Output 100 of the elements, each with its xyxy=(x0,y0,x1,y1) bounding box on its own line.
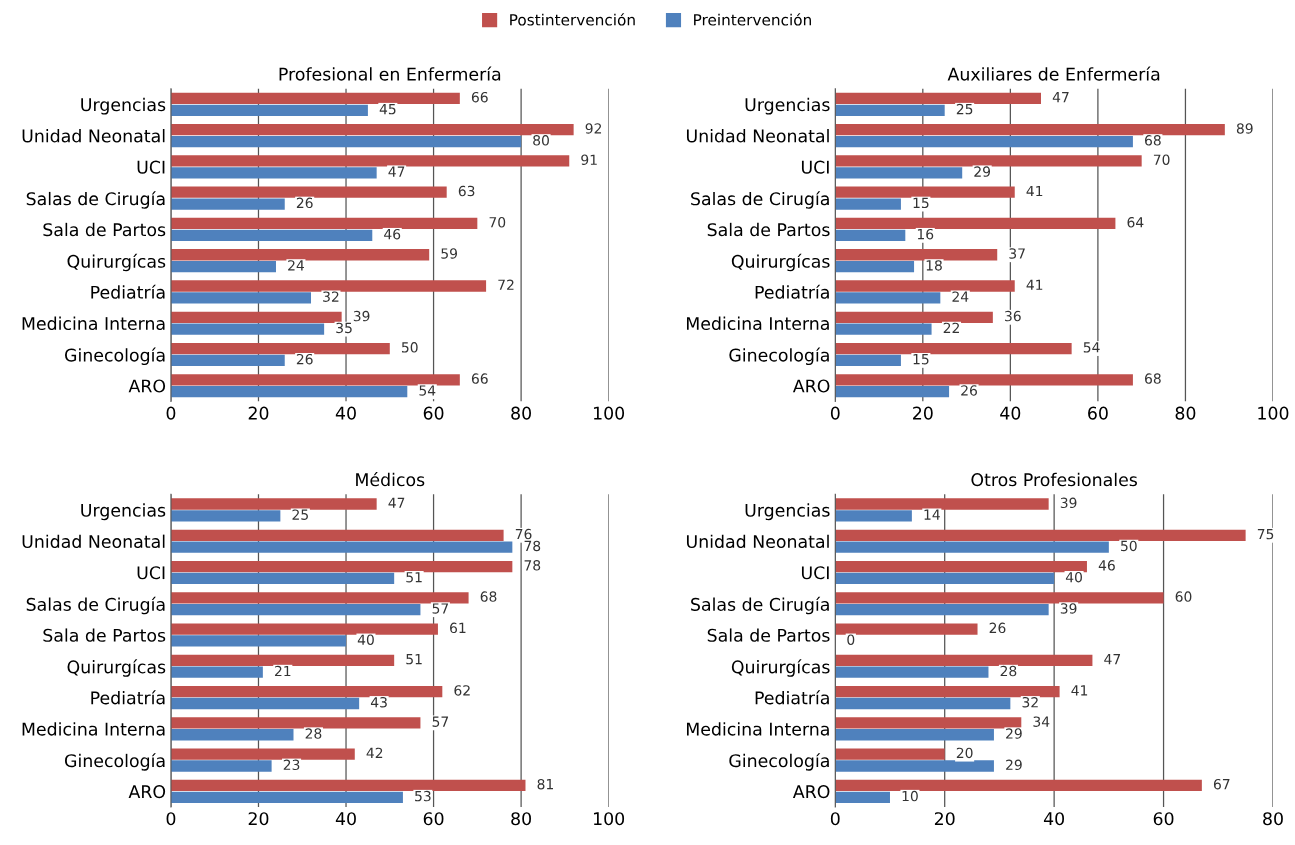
data-label: 47 xyxy=(1104,654,1121,665)
bar xyxy=(170,374,460,386)
y-tick-label: Medicina Interna xyxy=(22,722,165,736)
data-label: 26 xyxy=(296,353,313,365)
y-tick-label: Unidad Neonatal xyxy=(22,534,165,549)
y-tick-label: Ginecología xyxy=(64,347,165,366)
x-tick-label: 60 xyxy=(1088,406,1108,420)
y-tick-label: Quirurgícas xyxy=(731,659,830,677)
data-label: 28 xyxy=(305,728,322,739)
data-label: 37 xyxy=(1009,248,1025,259)
y-tick-label: Salas de Cirugía xyxy=(691,596,829,615)
bar xyxy=(170,167,377,179)
x-tick-label: 40 xyxy=(1043,812,1065,826)
bar xyxy=(835,791,890,803)
bar xyxy=(170,386,408,398)
y-tick-label: Quirurgícas xyxy=(67,659,166,677)
data-label: 68 xyxy=(480,591,497,602)
bar xyxy=(835,155,1142,167)
data-label: 15 xyxy=(913,354,929,365)
legend-label: Preintervención xyxy=(694,13,811,26)
data-label: 68 xyxy=(1145,373,1161,384)
data-label: 18 xyxy=(926,260,942,271)
bar xyxy=(835,623,978,635)
data-label: 20 xyxy=(956,747,973,759)
x-tick-label: 60 xyxy=(1153,812,1174,826)
data-label: 80 xyxy=(533,135,549,146)
y-tick-label: Salas de Cirugía xyxy=(26,596,165,615)
y-tick-label: Salas de Cirugía xyxy=(26,191,165,209)
data-label: 14 xyxy=(924,509,940,520)
bar xyxy=(835,354,901,367)
bar xyxy=(170,292,312,304)
data-label: 26 xyxy=(296,197,313,209)
y-tick-label: ARO xyxy=(792,785,830,799)
data-label: 41 xyxy=(1026,185,1043,197)
x-tick-label: 40 xyxy=(335,812,356,826)
x-tick-label: 80 xyxy=(511,406,531,420)
bar xyxy=(835,135,1133,148)
y-tick-label: Medicina Interna xyxy=(686,722,829,736)
y-tick-label: Sala de Partos xyxy=(707,628,830,642)
legend-label: Postintervención xyxy=(510,13,635,26)
bar xyxy=(835,280,1015,292)
data-label: 62 xyxy=(454,685,470,696)
bar xyxy=(170,124,574,136)
y-tick-label: UCI xyxy=(801,160,829,174)
data-label: 26 xyxy=(961,385,977,396)
bar xyxy=(170,342,390,355)
x-tick-label: 40 xyxy=(1000,406,1021,420)
bar xyxy=(170,529,504,541)
y-tick-label: Medicina Interna xyxy=(22,316,165,331)
bar xyxy=(170,311,342,323)
y-tick-label: Unidad Neonatal xyxy=(22,129,165,143)
x-tick-label: 20 xyxy=(934,812,955,826)
bar xyxy=(170,229,373,241)
bar xyxy=(170,779,526,792)
y-tick-label: ARO xyxy=(128,379,166,393)
x-tick-label: 100 xyxy=(1258,406,1289,420)
y-tick-label: UCI xyxy=(801,566,829,580)
x-tick-label: 40 xyxy=(335,406,356,420)
data-label: 25 xyxy=(292,509,308,520)
data-label: 75 xyxy=(1257,528,1274,540)
data-label: 24 xyxy=(288,260,304,271)
x-tick-label: 80 xyxy=(1175,406,1196,420)
chart-title: Profesional en Enfermería xyxy=(279,66,501,81)
data-label: 28 xyxy=(1000,665,1017,677)
bar xyxy=(170,685,443,698)
bar xyxy=(835,654,1093,666)
bar xyxy=(835,685,1060,698)
data-label: 78 xyxy=(524,560,541,571)
data-label: 24 xyxy=(952,291,969,302)
y-tick-label: Sala de Partos xyxy=(707,222,830,237)
bar xyxy=(835,748,945,760)
bar xyxy=(170,592,469,604)
bar xyxy=(170,717,421,729)
data-label: 60 xyxy=(1175,591,1192,602)
x-tick-label: 100 xyxy=(593,406,625,420)
data-label: 40 xyxy=(357,634,374,645)
data-label: 67 xyxy=(1213,778,1230,790)
data-label: 39 xyxy=(353,310,370,322)
data-label: 15 xyxy=(913,197,929,209)
bar xyxy=(170,186,447,198)
data-label: 47 xyxy=(388,497,405,508)
bar xyxy=(835,386,950,398)
bar xyxy=(835,697,1011,710)
y-tick-label: Pediatría xyxy=(91,284,165,299)
y-tick-label: Quirurgícas xyxy=(731,253,830,272)
y-tick-label: Ginecología xyxy=(729,753,829,771)
y-tick-label: Urgencias xyxy=(81,503,166,521)
bar xyxy=(170,323,325,335)
data-label: 36 xyxy=(1005,310,1021,322)
data-label: 64 xyxy=(1127,217,1144,228)
bar xyxy=(170,498,377,510)
bar xyxy=(835,572,1055,585)
x-tick-label: 80 xyxy=(511,812,531,826)
bar xyxy=(835,260,915,273)
data-label: 41 xyxy=(1071,685,1088,696)
bar xyxy=(835,342,1072,355)
bar xyxy=(835,374,1133,386)
x-tick-label: 0 xyxy=(166,812,176,826)
bar xyxy=(170,92,460,105)
data-label: 59 xyxy=(441,248,457,259)
